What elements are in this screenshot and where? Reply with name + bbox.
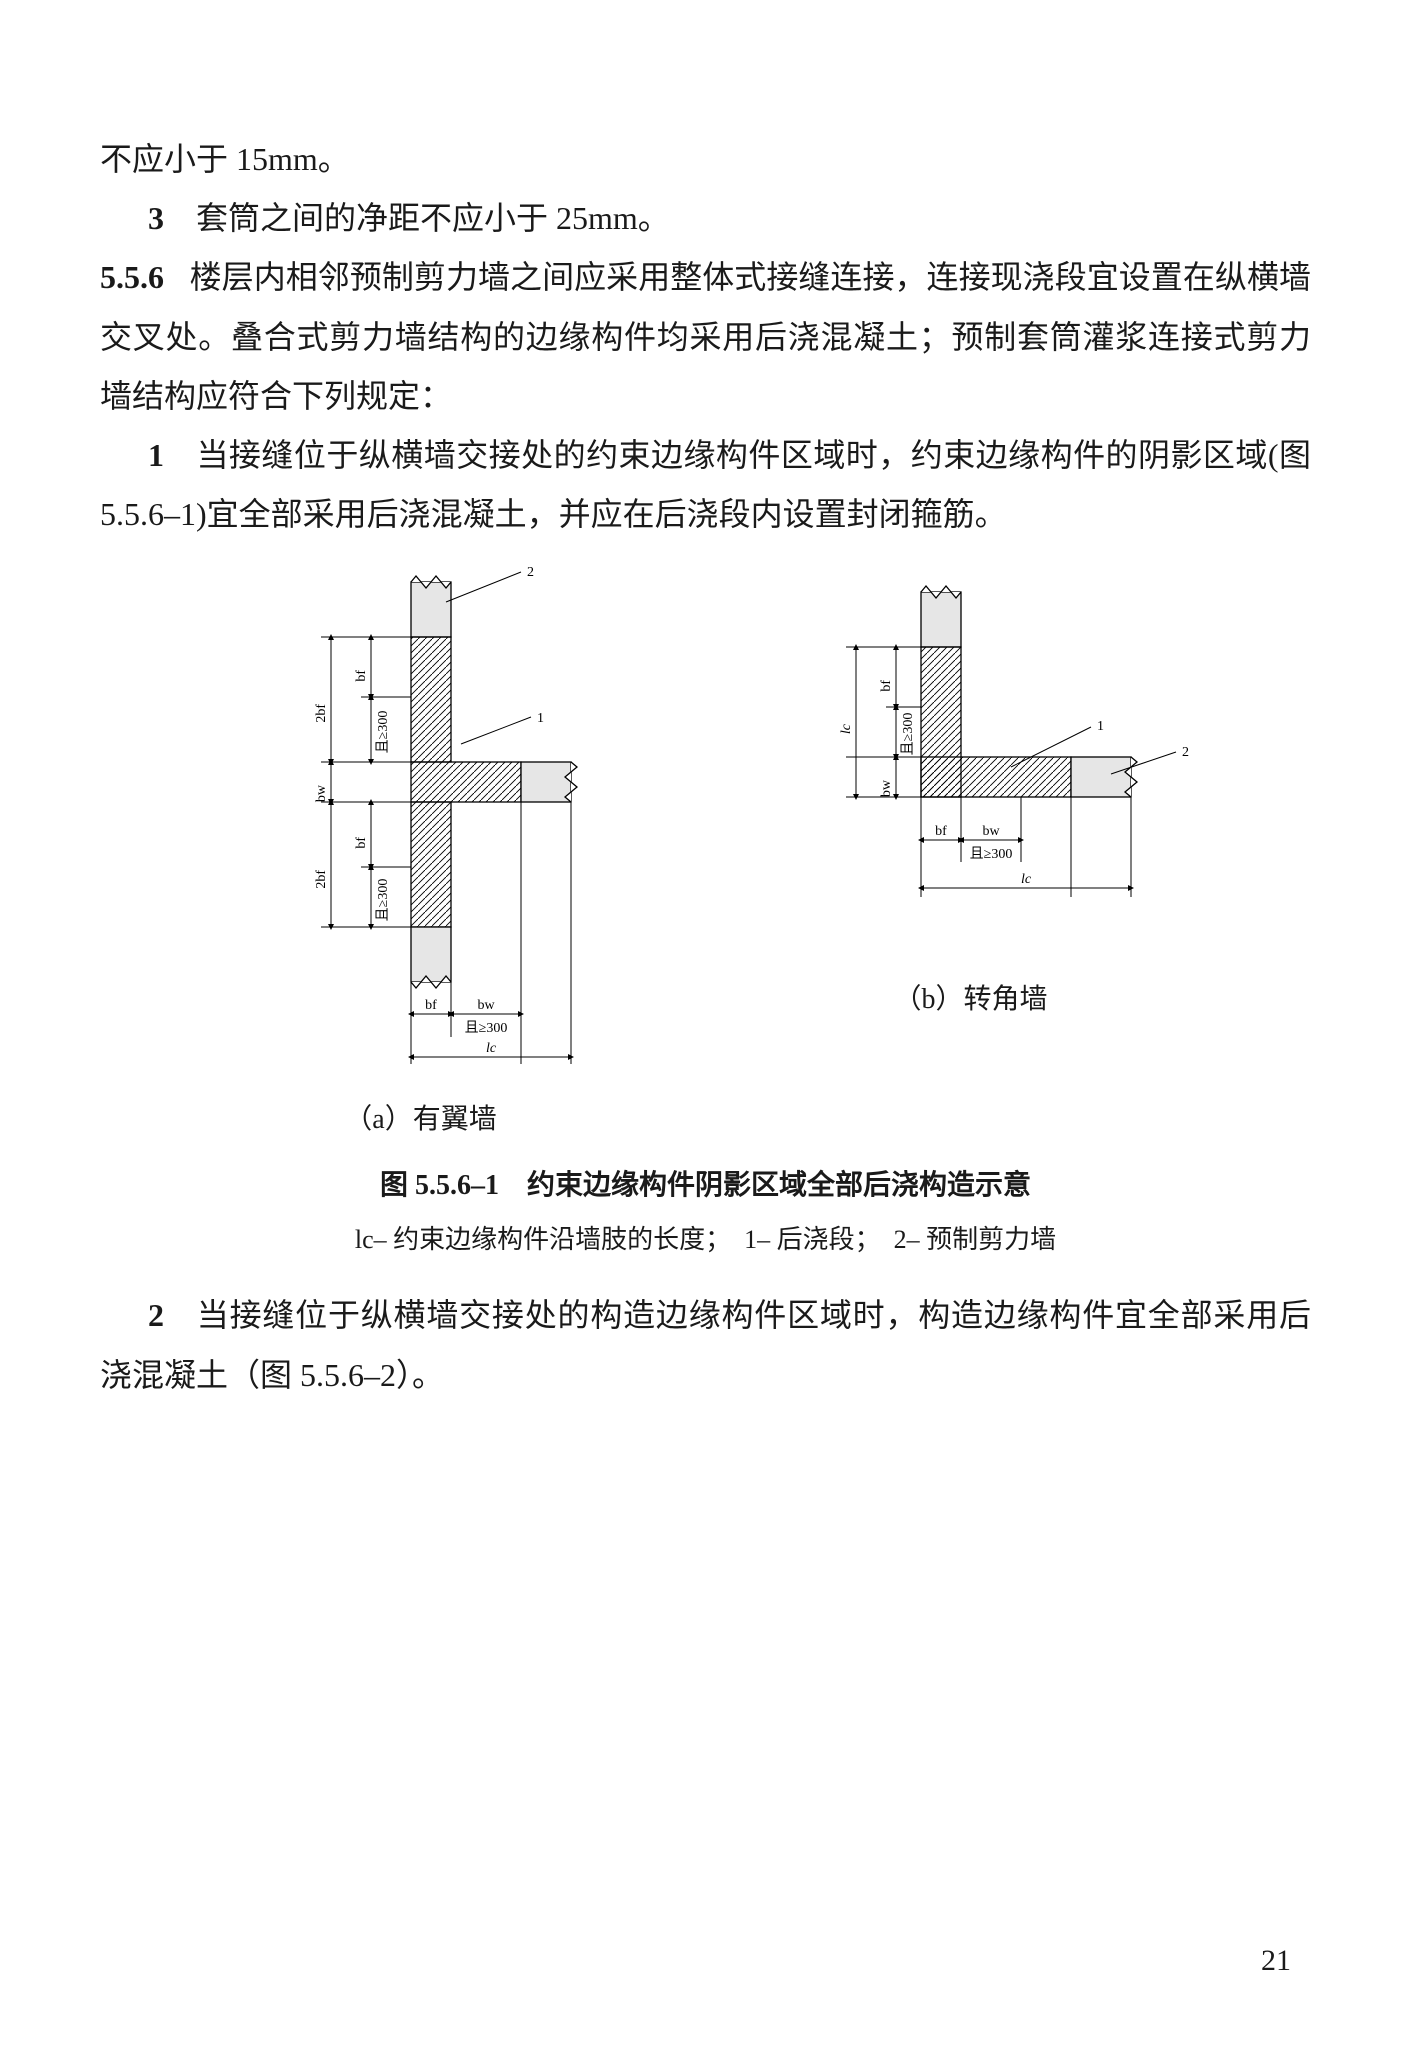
dim-bw: bw [982, 824, 1000, 839]
dim-bf: bf [354, 837, 369, 849]
section-5-5-6: 5.5.6楼层内相邻预制剪力墙之间应采用整体式接缝连接，连接现浇段宜设置在纵横墙… [100, 248, 1311, 426]
clause-text: 当接缝位于纵横墙交接处的构造边缘构件区域时，构造边缘构件宜全部采用后浇混凝土（图… [100, 1297, 1311, 1392]
dim-2bf: 2bf [314, 704, 329, 723]
figure-legend: lc– 约束边缘构件沿墙肢的长度； 1– 后浇段； 2– 预制剪力墙 [100, 1219, 1311, 1256]
dim-bf: bf [935, 824, 947, 839]
clause-3: 3 套筒之间的净距不应小于 25mm。 [100, 189, 1311, 248]
diagram-a: 2 1 2bf bw 2bf [201, 562, 641, 1082]
dim-bf: bf [879, 680, 894, 692]
section-text: 楼层内相邻预制剪力墙之间应采用整体式接缝连接，连接现浇段宜设置在纵横墙交叉处。叠… [100, 259, 1311, 413]
dim-lc: lc [1020, 872, 1031, 887]
dim-lc: lc [485, 1041, 496, 1056]
clause-number: 2 [148, 1286, 164, 1345]
label-2: 2 [1182, 745, 1189, 760]
clause-number: 3 [148, 189, 164, 248]
dim-ge300: 且≥300 [376, 711, 391, 754]
dim-ge300: 且≥300 [969, 847, 1012, 862]
clause-text: 套筒之间的净距不应小于 25mm。 [196, 200, 670, 236]
page-number: 21 [1261, 1944, 1291, 1978]
clause-text: 当接缝位于纵横墙交接处的约束边缘构件区域时，约束边缘构件的阴影区域(图 5.5.… [100, 437, 1311, 532]
figure-title: 图 5.5.6–1 约束边缘构件阴影区域全部后浇构造示意 [100, 1163, 1311, 1203]
dim-bf: bf [354, 670, 369, 682]
dim-bw: bw [314, 784, 329, 802]
label-1: 1 [1097, 719, 1104, 734]
dim-bf: bf [425, 998, 437, 1013]
section-number: 5.5.6 [100, 259, 164, 295]
label-2: 2 [527, 565, 534, 580]
label-1: 1 [537, 711, 544, 726]
dim-ge300: 且≥300 [376, 879, 391, 922]
subcaption-b: （b）转角墙 [731, 977, 1211, 1017]
page: 不应小于 15mm。 3 套筒之间的净距不应小于 25mm。 5.5.6楼层内相邻… [0, 0, 1411, 2048]
dim-ge300: 且≥300 [901, 713, 916, 756]
dim-lc: lc [839, 724, 854, 735]
subfigure-b: 1 2 lc bf 且≥300 bw [731, 562, 1211, 1137]
dim-ge300: 且≥300 [464, 1021, 507, 1036]
paragraph-continuation: 不应小于 15mm。 [100, 130, 1311, 189]
figure-5-5-6-1: 2 1 2bf bw 2bf [100, 562, 1311, 1137]
clause-1: 1当接缝位于纵横墙交接处的约束边缘构件区域时，约束边缘构件的阴影区域(图 5.5… [100, 426, 1311, 544]
clause-number: 1 [148, 426, 164, 485]
diagram-b: 1 2 lc bf 且≥300 bw [731, 562, 1211, 962]
clause-2: 2当接缝位于纵横墙交接处的构造边缘构件区域时，构造边缘构件宜全部采用后浇混凝土（… [100, 1286, 1311, 1404]
subfigure-a: 2 1 2bf bw 2bf [201, 562, 641, 1137]
dim-bw: bw [477, 998, 495, 1013]
dim-bw: bw [879, 779, 894, 797]
subcaption-a: （a）有翼墙 [201, 1097, 641, 1137]
dim-2bf: 2bf [314, 870, 329, 889]
